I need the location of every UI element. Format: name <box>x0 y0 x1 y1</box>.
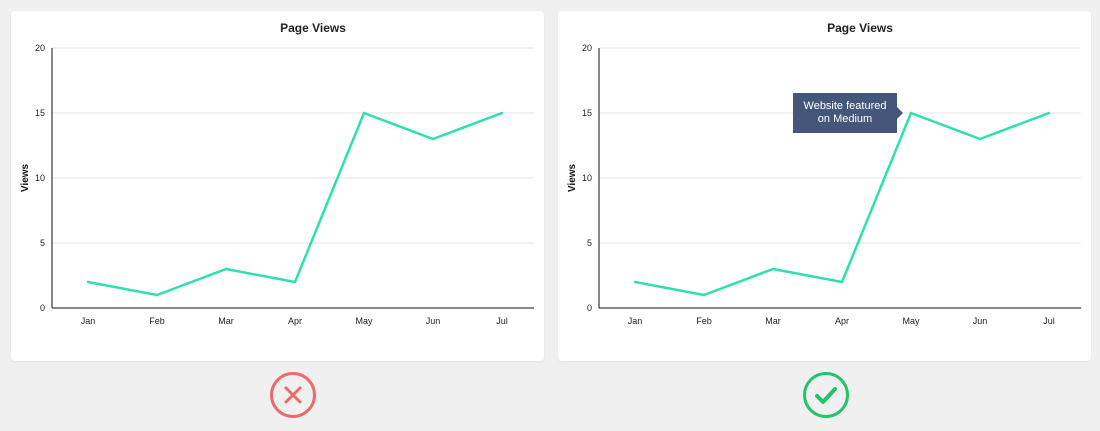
series-line <box>634 111 1050 297</box>
data-point <box>909 111 913 115</box>
x-tick-label: Apr <box>288 316 302 326</box>
incorrect-badge <box>270 372 316 418</box>
data-point <box>840 280 844 284</box>
data-point <box>86 280 90 284</box>
x-tick-label: Mar <box>765 316 781 326</box>
y-tick-label: 0 <box>40 303 45 313</box>
y-axis-label: Views <box>567 163 578 192</box>
x-tick-label: Jun <box>426 316 441 326</box>
data-point <box>771 267 775 271</box>
annotation-pointer <box>897 107 903 119</box>
chart-panel-with-annotation: Page Views 0 5 10 15 20 Views Jan Feb Mar Apr May Ju… <box>558 11 1091 361</box>
y-tick-label: 0 <box>587 303 592 313</box>
y-tick-label: 10 <box>35 173 45 183</box>
data-point <box>978 137 982 141</box>
y-tick-label: 5 <box>587 238 592 248</box>
data-point <box>224 267 228 271</box>
x-tick-label: Jan <box>628 316 643 326</box>
data-point <box>633 280 637 284</box>
chart-title: Page Views <box>827 21 893 35</box>
cross-icon <box>284 386 302 404</box>
x-tick-label: Apr <box>835 316 849 326</box>
chart-title: Page Views <box>280 21 346 35</box>
series-line <box>87 111 503 297</box>
y-tick-label: 20 <box>35 43 45 53</box>
data-point <box>500 111 504 115</box>
x-tick-label: Jan <box>81 316 96 326</box>
line-chart-annotated: Page Views 0 5 10 15 20 Views Jan Feb Mar Apr May Ju… <box>567 21 1081 326</box>
x-tick-label: Jul <box>496 316 508 326</box>
checkmark-icon <box>815 387 837 404</box>
annotation-text: Website featured <box>804 100 887 112</box>
y-tick-label: 15 <box>35 108 45 118</box>
data-point <box>431 137 435 141</box>
y-tick-label: 10 <box>582 173 592 183</box>
data-point <box>1047 111 1051 115</box>
data-point <box>293 280 297 284</box>
y-tick-label: 20 <box>582 43 592 53</box>
x-tick-label: Jun <box>973 316 988 326</box>
x-tick-label: Feb <box>696 316 712 326</box>
annotation-box <box>793 93 897 133</box>
chart-panel-without-annotation: Page Views 0 5 10 15 20 Views Jan Feb Mar Apr May Ju… <box>11 11 544 361</box>
line-chart: Page Views 0 5 10 15 20 Views Jan Feb Mar Apr May Ju… <box>20 21 534 326</box>
annotation-text: on Medium <box>818 113 872 125</box>
y-axis-label: Views <box>20 163 31 192</box>
x-tick-label: May <box>902 316 920 326</box>
data-point <box>155 293 159 297</box>
data-point <box>702 293 706 297</box>
correct-badge <box>803 372 849 418</box>
x-tick-label: Mar <box>218 316 234 326</box>
data-point <box>362 111 366 115</box>
x-tick-label: Feb <box>149 316 165 326</box>
y-tick-label: 5 <box>40 238 45 248</box>
y-tick-label: 15 <box>582 108 592 118</box>
x-tick-label: May <box>355 316 373 326</box>
x-tick-label: Jul <box>1043 316 1055 326</box>
